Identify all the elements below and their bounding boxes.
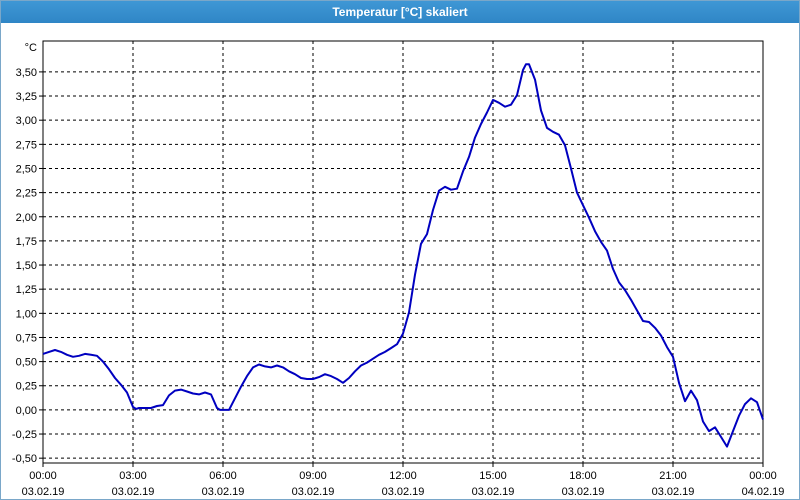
chart-title: Temperatur [°C] skaliert [1,1,799,23]
x-tick-date-label: 03.02.19 [472,486,515,498]
x-tick-date-label: 03.02.19 [112,486,155,498]
y-tick-label: 0,50 [16,357,37,369]
x-tick-labels: 00:00 03.02.19 03:00 03.02.19 06:00 03.02.19 0… [22,470,785,498]
y-tick-label: 0,25 [16,381,37,393]
y-axis-unit-label: °C [25,42,37,54]
x-tick-time-label: 03:00 [119,470,147,482]
x-tick-time-label: 21:00 [659,470,687,482]
y-tick-label: -0,50 [12,453,37,465]
y-tick-label: 2,00 [16,212,37,224]
y-tick-label: 3,50 [16,67,37,79]
axes [39,40,764,467]
x-tick-time-label: 09:00 [299,470,327,482]
plot-frame [42,40,764,464]
y-tick-label: 0,75 [16,332,37,344]
temperature-series-line [42,63,764,448]
y-tick-label: 2,75 [16,139,37,151]
x-tick-date-label: 03.02.19 [652,486,695,498]
x-tick-date-label: 03.02.19 [382,486,425,498]
y-tick-label: 0,00 [16,405,37,417]
x-tick-time-label: 00:00 [29,470,57,482]
x-tick-date-label: 04.02.19 [742,486,785,498]
y-tick-label: 3,00 [16,115,37,127]
x-tick-date-label: 03.02.19 [202,486,245,498]
y-tick-label: 1,25 [16,284,37,296]
x-tick-time-label: 00:00 [749,470,777,482]
y-tick-label: 2,25 [16,188,37,200]
y-tick-label: 1,50 [16,260,37,272]
x-tick-date-label: 03.02.19 [562,486,605,498]
y-tick-label: 1,75 [16,236,37,248]
y-tick-label: 1,00 [16,308,37,320]
y-tick-label: 2,50 [16,163,37,175]
y-tick-labels: -0,50 -0,25 0,00 0,25 0,50 0,75 1,00 1,25 1,50 1,… [12,67,37,465]
y-tick-label: -0,25 [12,429,37,441]
y-tick-label: 3,25 [16,91,37,103]
x-tick-date-label: 03.02.19 [22,486,65,498]
x-tick-time-label: 18:00 [569,470,597,482]
grid-lines [43,41,763,463]
x-tick-time-label: 15:00 [479,470,507,482]
x-tick-time-label: 06:00 [209,470,237,482]
series [42,63,764,448]
x-tick-time-label: 12:00 [389,470,417,482]
x-tick-date-label: 03.02.19 [292,486,335,498]
